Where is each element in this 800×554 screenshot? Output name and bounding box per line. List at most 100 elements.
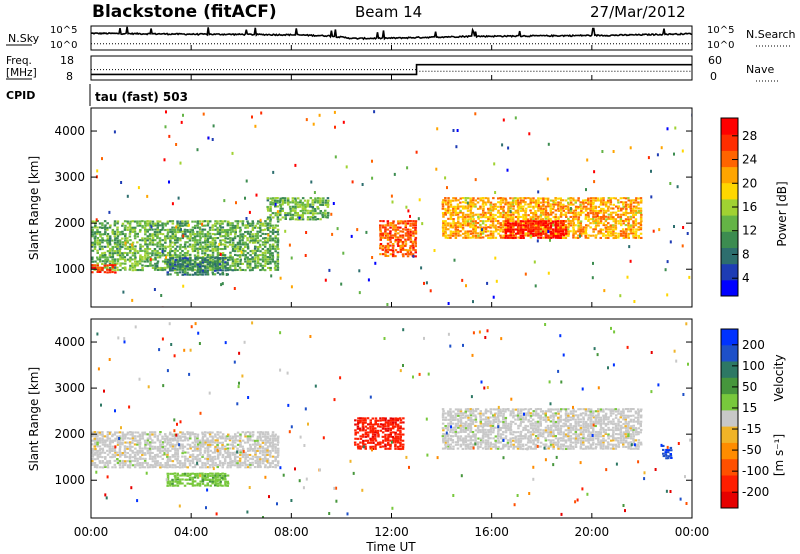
heatmap-cell — [506, 215, 510, 218]
heatmap-cell — [449, 430, 452, 433]
heatmap-cell — [188, 462, 192, 465]
heatmap-cell — [104, 456, 107, 459]
heatmap-cell — [264, 260, 267, 263]
heatmap-cell — [251, 227, 255, 230]
heatmap-cell — [116, 233, 119, 236]
heatmap-cell — [176, 452, 179, 455]
heatmap-cell — [449, 434, 453, 437]
heatmap-cell — [384, 249, 388, 252]
heatmap-cell — [206, 445, 209, 448]
heatmap-cell — [447, 201, 450, 204]
heatmap-cell — [208, 266, 212, 269]
heatmap-cell — [452, 197, 455, 200]
heatmap-cell — [199, 263, 202, 266]
heatmap-cell — [181, 472, 185, 475]
heatmap-cell — [121, 431, 124, 434]
heatmap-cell — [106, 239, 109, 242]
heatmap-cell — [444, 197, 447, 200]
heatmap-cell — [253, 466, 257, 469]
heatmap-cell — [129, 433, 132, 436]
heatmap-cell — [178, 466, 182, 469]
heatmap-cell — [189, 267, 192, 270]
heatmap-cell — [149, 437, 152, 440]
heatmap-cell — [194, 433, 197, 436]
heatmap-cell — [234, 262, 237, 265]
heatmap-cell — [239, 233, 242, 236]
heatmap-cell — [629, 228, 633, 231]
heatmap-cell — [544, 217, 548, 220]
heatmap-cell — [133, 264, 137, 267]
heatmap-cell — [544, 201, 547, 204]
heatmap-cell — [191, 476, 194, 479]
heatmap-cell — [577, 224, 580, 227]
heatmap-cell — [499, 226, 503, 229]
heatmap-cell — [174, 271, 177, 274]
heatmap-cell — [199, 232, 202, 235]
heatmap-cell — [191, 265, 194, 268]
heatmap-cell — [256, 449, 259, 452]
heatmap-point — [474, 112, 477, 116]
heatmap-cell — [266, 256, 270, 259]
heatmap-cell — [497, 226, 500, 229]
heatmap-cell — [276, 461, 280, 464]
heatmap-cell — [171, 250, 174, 253]
heatmap-cell — [609, 197, 613, 200]
heatmap-cell — [544, 236, 548, 239]
heatmap-cell — [374, 443, 378, 446]
heatmap-cell — [166, 252, 170, 255]
heatmap-cell — [241, 268, 244, 271]
heatmap-cell — [259, 450, 262, 453]
heatmap-cell — [576, 236, 580, 239]
heatmap-cell — [607, 213, 611, 216]
heatmap-cell — [229, 237, 232, 240]
heatmap-cell — [201, 472, 204, 475]
heatmap-cell — [159, 245, 162, 248]
heatmap-cell — [617, 222, 620, 225]
heatmap-cell — [394, 421, 397, 424]
heatmap-cell — [196, 449, 199, 452]
heatmap-cell — [264, 239, 267, 242]
heatmap-cell — [242, 447, 245, 450]
heatmap-cell — [459, 445, 463, 448]
heatmap-cell — [579, 234, 583, 237]
heatmap-cell — [136, 262, 139, 265]
heatmap-point — [165, 255, 167, 259]
heatmap-cell — [139, 258, 142, 261]
heatmap-cell — [594, 236, 598, 239]
heatmap-cell — [269, 451, 272, 454]
heatmap-cell — [454, 236, 458, 239]
heatmap-point — [524, 272, 527, 276]
heatmap-cell — [582, 207, 585, 210]
heatmap-cell — [164, 247, 167, 250]
heatmap-cell — [441, 408, 445, 411]
heatmap-cell — [511, 199, 515, 202]
heatmap-cell — [131, 246, 134, 249]
heatmap-cell — [229, 460, 232, 463]
heatmap-cell — [394, 447, 397, 450]
heatmap-cell — [181, 466, 184, 469]
heatmap-cell — [193, 484, 197, 487]
nave-label: Nave — [746, 63, 774, 76]
heatmap-cell — [151, 433, 154, 436]
heatmap-cell — [303, 199, 307, 202]
heatmap-cell — [482, 209, 485, 212]
heatmap-cell — [103, 451, 107, 454]
heatmap-cell — [447, 205, 450, 208]
heatmap-cell — [176, 268, 179, 271]
heatmap-cell — [356, 443, 360, 446]
heatmap-cell — [326, 201, 330, 204]
heatmap-point — [453, 258, 456, 262]
heatmap-cell — [144, 258, 147, 261]
heatmap-cell — [119, 256, 122, 259]
heatmap-cell — [231, 445, 235, 448]
heatmap-cell — [211, 268, 215, 271]
heatmap-cell — [141, 435, 144, 438]
heatmap-point — [267, 233, 270, 237]
heatmap-cell — [144, 264, 147, 267]
heatmap-cell — [204, 267, 207, 270]
heatmap-cell — [101, 443, 105, 446]
heatmap-cell — [266, 216, 270, 219]
heatmap-cell — [634, 232, 638, 235]
heatmap-cell — [209, 435, 212, 438]
heatmap-cell — [101, 466, 105, 469]
